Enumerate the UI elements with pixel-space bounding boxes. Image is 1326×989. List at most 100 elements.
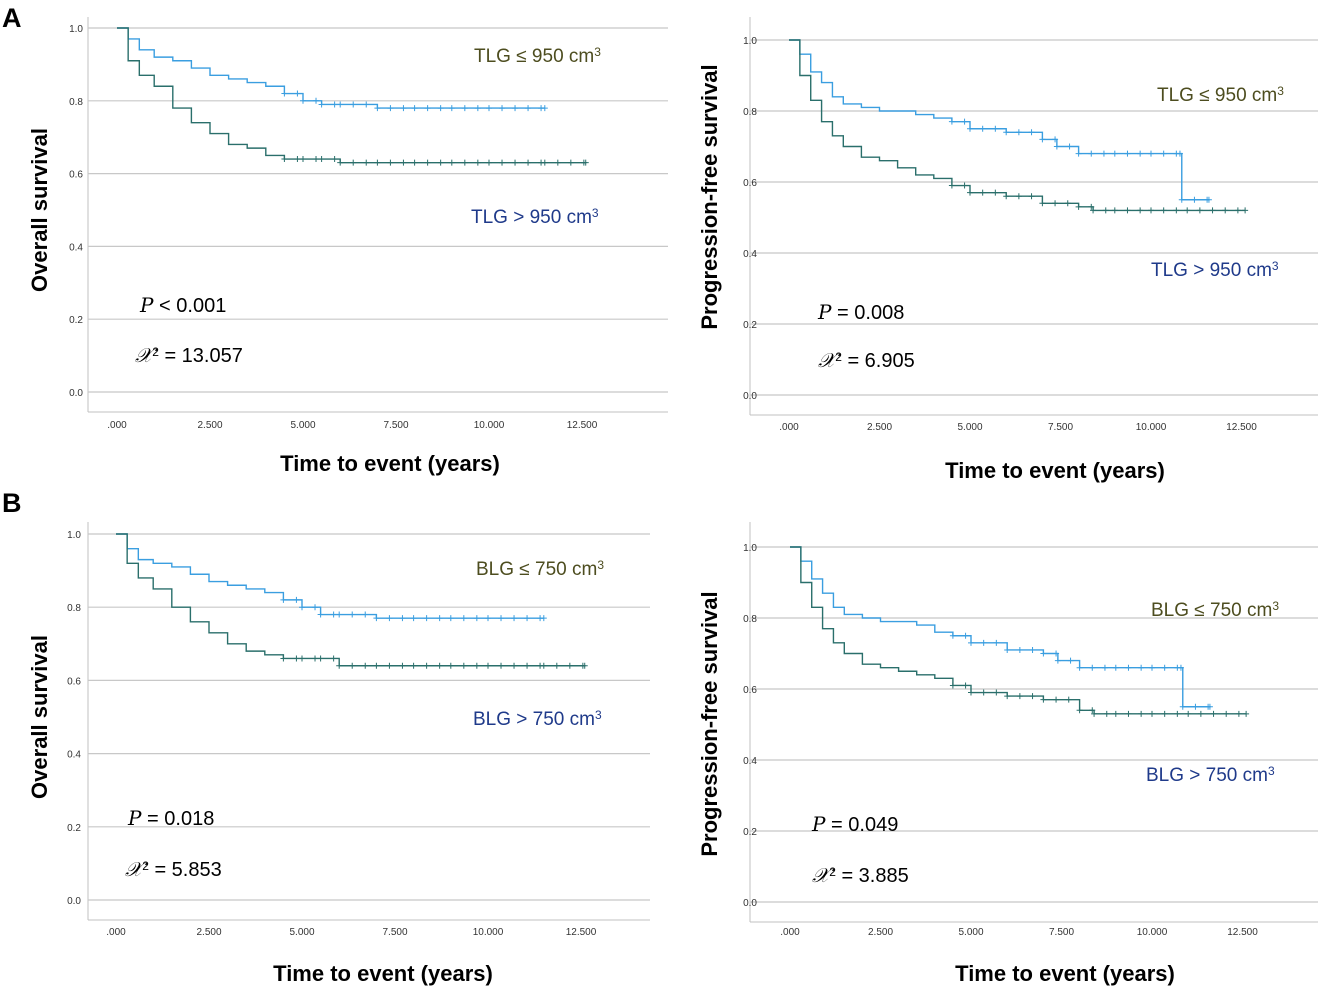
censor-mark — [1209, 207, 1216, 214]
censor-mark — [461, 159, 468, 166]
censor-mark — [362, 611, 369, 618]
censor-mark — [410, 662, 417, 669]
censor-mark — [1089, 707, 1096, 714]
censor-mark — [387, 159, 394, 166]
censor-mark — [1003, 129, 1010, 136]
censor-mark — [1102, 207, 1109, 214]
x-tick-label: 5.000 — [957, 422, 982, 433]
censor-mark — [318, 156, 325, 163]
censor-mark — [312, 655, 319, 662]
y-tick-label: 1.0 — [743, 36, 757, 47]
censor-mark — [423, 662, 430, 669]
censor-mark — [1111, 207, 1118, 214]
censor-mark — [968, 639, 974, 646]
censor-mark — [331, 156, 338, 163]
km-plot-A-pfs: 0.0 0.2 0.4 0.6 0.8 1.0 .000 2.500 5.000 7.500 10.… — [743, 17, 1318, 433]
censor-mark — [980, 689, 987, 696]
x-tick-label: 7.500 — [383, 420, 408, 431]
censor-mark — [1029, 646, 1036, 653]
censor-mark — [363, 159, 370, 166]
censor-mark — [581, 662, 588, 669]
censor-mark — [1075, 150, 1082, 157]
censor-mark — [1076, 707, 1083, 714]
legend-label-low: TLG ≤ 950 cm3 — [1157, 84, 1284, 106]
censor-mark — [1067, 657, 1074, 664]
x-tick-label: 5.000 — [290, 420, 315, 431]
censor-mark — [1088, 203, 1095, 210]
y-axis-label: Overall survival — [27, 635, 52, 799]
censor-mark — [1088, 150, 1095, 157]
censor-mark — [474, 159, 481, 166]
x-tick-label: 5.000 — [958, 927, 983, 938]
censor-mark — [1197, 710, 1204, 717]
y-tick-label: 1.0 — [743, 543, 757, 554]
censor-mark — [374, 159, 381, 166]
x-tick-label: 10.000 — [1137, 927, 1168, 938]
y-tick-label: 0.4 — [743, 756, 757, 767]
y-tick-label: 0.2 — [743, 827, 757, 838]
censor-mark — [1075, 203, 1082, 210]
y-tick-label: 0.0 — [743, 898, 757, 909]
km-curve-high — [116, 533, 585, 667]
km-curve-low — [790, 546, 1210, 708]
y-tick-label: 1.0 — [69, 24, 83, 35]
censor-mark — [1028, 193, 1035, 200]
censor-mark — [1149, 710, 1155, 717]
censor-mark — [317, 655, 324, 662]
censor-mark — [1065, 696, 1072, 703]
censor-mark — [1191, 196, 1198, 203]
legend-label-high: BLG > 750 cm3 — [1146, 764, 1275, 786]
censor-mark — [294, 156, 301, 163]
censor-mark — [1052, 136, 1059, 143]
censor-mark — [525, 159, 532, 166]
x-axis-label: Time to event (years) — [945, 458, 1165, 483]
p-value: P = 0.049 — [812, 812, 899, 836]
censor-mark — [1103, 710, 1110, 717]
x-axis-label: Time to event (years) — [955, 961, 1175, 986]
p-value: P < 0.001 — [140, 293, 227, 317]
p-value: P = 0.008 — [818, 300, 905, 324]
censor-mark — [399, 662, 406, 669]
censor-mark — [1028, 129, 1035, 136]
censor-mark — [967, 189, 973, 196]
censor-mark — [410, 615, 417, 622]
x-tick-label: 10.000 — [474, 420, 505, 431]
censor-mark — [336, 611, 343, 618]
censor-mark — [967, 125, 973, 132]
x-tick-label: 7.500 — [1048, 422, 1073, 433]
censor-mark — [373, 615, 380, 622]
censor-mark — [281, 156, 288, 163]
censor-mark — [349, 611, 356, 618]
censor-mark — [512, 105, 519, 112]
censor-mark — [541, 105, 548, 112]
chi-square-value: 𝒳2 = 5.853 — [125, 857, 222, 881]
y-tick-label: 0.6 — [743, 685, 757, 696]
censor-mark — [980, 639, 987, 646]
km-plot-B-pfs: 0.0 0.2 0.4 0.6 0.8 1.0 .000 2.500 5.000 7.500 10.… — [743, 522, 1318, 938]
censor-mark — [473, 615, 480, 622]
censor-mark — [1206, 703, 1213, 710]
censor-mark — [961, 182, 968, 189]
censor-mark — [1111, 150, 1118, 157]
censor-mark — [474, 105, 481, 112]
censor-mark — [281, 90, 288, 97]
censor-mark — [1040, 650, 1047, 657]
x-tick-label: 10.000 — [1136, 422, 1167, 433]
y-tick-label: 1.0 — [67, 530, 81, 541]
censor-mark — [1054, 657, 1061, 664]
censor-mark — [1222, 207, 1229, 214]
censor-mark — [337, 159, 344, 166]
legend-label-low: TLG ≤ 950 cm3 — [474, 45, 601, 67]
km-plot-A-os: 0.0 0.2 0.4 0.6 0.8 1.0 .000 2.500 5.000 7.500 10.… — [69, 17, 668, 431]
censor-mark — [1148, 150, 1154, 157]
censor-mark — [299, 604, 305, 611]
censor-mark — [1076, 664, 1083, 671]
x-tick-label: 2.500 — [197, 420, 222, 431]
censor-mark — [1137, 150, 1144, 157]
censor-mark — [1052, 200, 1059, 207]
x-axis-label: Time to event (years) — [280, 451, 500, 476]
censor-mark — [386, 615, 393, 622]
censor-mark — [1053, 696, 1060, 703]
x-tick-label: 12.500 — [1227, 927, 1258, 938]
y-axis-label: Overall survival — [27, 128, 52, 292]
